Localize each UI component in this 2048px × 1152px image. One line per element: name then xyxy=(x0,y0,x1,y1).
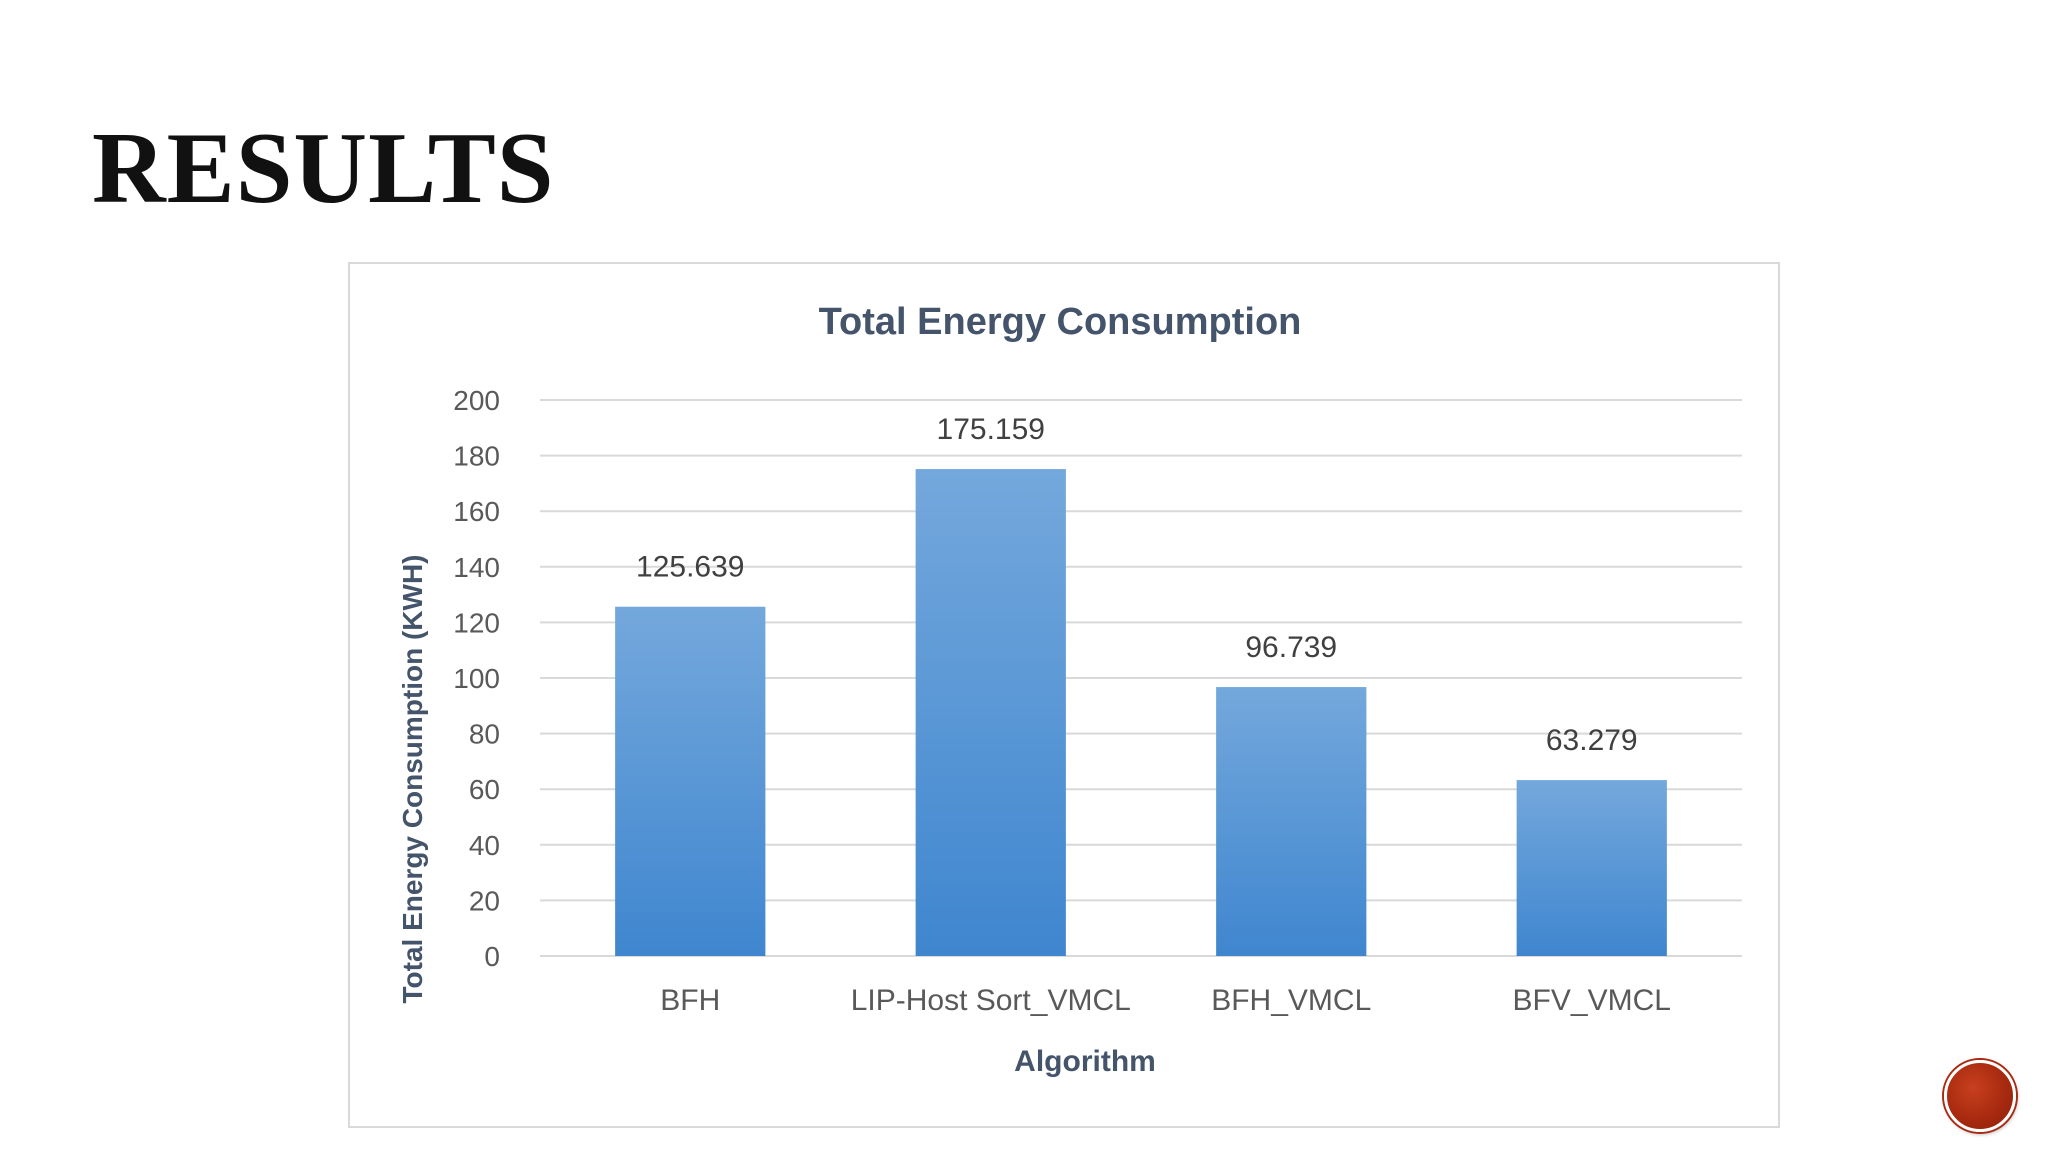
x-axis-categories: BFH LIP-Host Sort_VMCL BFH_VMCL BFV_VMCL xyxy=(660,984,1671,1017)
y-tick-label: 20 xyxy=(469,885,500,916)
bars xyxy=(615,469,1667,956)
category-label: BFH_VMCL xyxy=(1211,984,1371,1017)
y-tick-label: 180 xyxy=(453,441,500,472)
y-tick-label: 200 xyxy=(453,385,500,416)
bar-2 xyxy=(1216,687,1367,956)
y-tick-label: 120 xyxy=(453,607,500,638)
bar-1 xyxy=(915,469,1066,956)
chart-title: Total Energy Consumption xyxy=(819,301,1302,343)
y-tick-label: 100 xyxy=(453,663,500,694)
y-axis-ticks: 0 20 40 60 80 100 120 140 160 180 200 xyxy=(453,385,500,972)
category-label: BFH xyxy=(660,984,720,1017)
chart-container: Total Energy Consumption 0 20 40 60 80 100 120… xyxy=(348,262,1780,1128)
y-tick-label: 80 xyxy=(469,719,500,750)
category-label: LIP-Host Sort_VMCL xyxy=(851,984,1131,1017)
y-tick-label: 60 xyxy=(469,774,500,805)
y-tick-label: 140 xyxy=(453,552,500,583)
y-tick-label: 160 xyxy=(453,496,500,527)
next-slide-button[interactable] xyxy=(1944,1060,2016,1132)
bar-3 xyxy=(1516,780,1667,956)
category-label: BFV_VMCL xyxy=(1513,984,1671,1017)
y-tick-label: 40 xyxy=(469,830,500,861)
data-label: 96.739 xyxy=(1245,631,1337,664)
data-label: 125.639 xyxy=(636,551,744,584)
x-axis-title: Algorithm xyxy=(1014,1045,1156,1078)
data-label: 63.279 xyxy=(1546,724,1638,757)
y-tick-label: 0 xyxy=(484,941,500,972)
slide-title: RESULTS xyxy=(92,112,555,225)
y-axis-title: Total Energy Consumption (KWH) xyxy=(397,555,428,1004)
data-label: 175.159 xyxy=(937,413,1045,446)
data-labels: 125.639 175.159 96.739 63.279 xyxy=(636,413,1638,757)
bar-chart: Total Energy Consumption 0 20 40 60 80 100 120… xyxy=(397,301,1742,1078)
bar-0 xyxy=(615,606,766,956)
